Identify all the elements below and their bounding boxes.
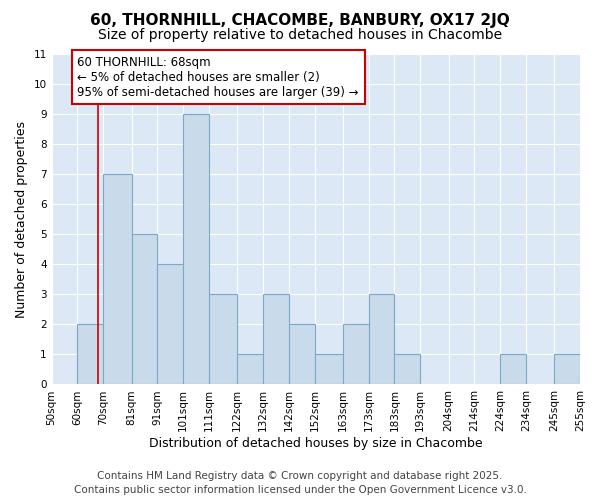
Bar [289,324,314,384]
Bar [368,294,394,384]
Text: Contains HM Land Registry data © Crown copyright and database right 2025.
Contai: Contains HM Land Registry data © Crown c… [74,471,526,495]
Bar [263,294,289,384]
Bar [131,234,157,384]
Bar [77,324,103,384]
Bar [394,354,420,384]
Bar [103,174,131,384]
Text: 60 THORNHILL: 68sqm
← 5% of detached houses are smaller (2)
95% of semi-detached: 60 THORNHILL: 68sqm ← 5% of detached hou… [77,56,359,98]
Bar [183,114,209,384]
Bar [500,354,526,384]
Bar [157,264,183,384]
Bar [314,354,343,384]
Text: Size of property relative to detached houses in Chacombe: Size of property relative to detached ho… [98,28,502,42]
Bar [554,354,580,384]
Bar [237,354,263,384]
Bar [343,324,368,384]
Text: 60, THORNHILL, CHACOMBE, BANBURY, OX17 2JQ: 60, THORNHILL, CHACOMBE, BANBURY, OX17 2… [90,12,510,28]
X-axis label: Distribution of detached houses by size in Chacombe: Distribution of detached houses by size … [149,437,482,450]
Bar [209,294,237,384]
Y-axis label: Number of detached properties: Number of detached properties [15,120,28,318]
